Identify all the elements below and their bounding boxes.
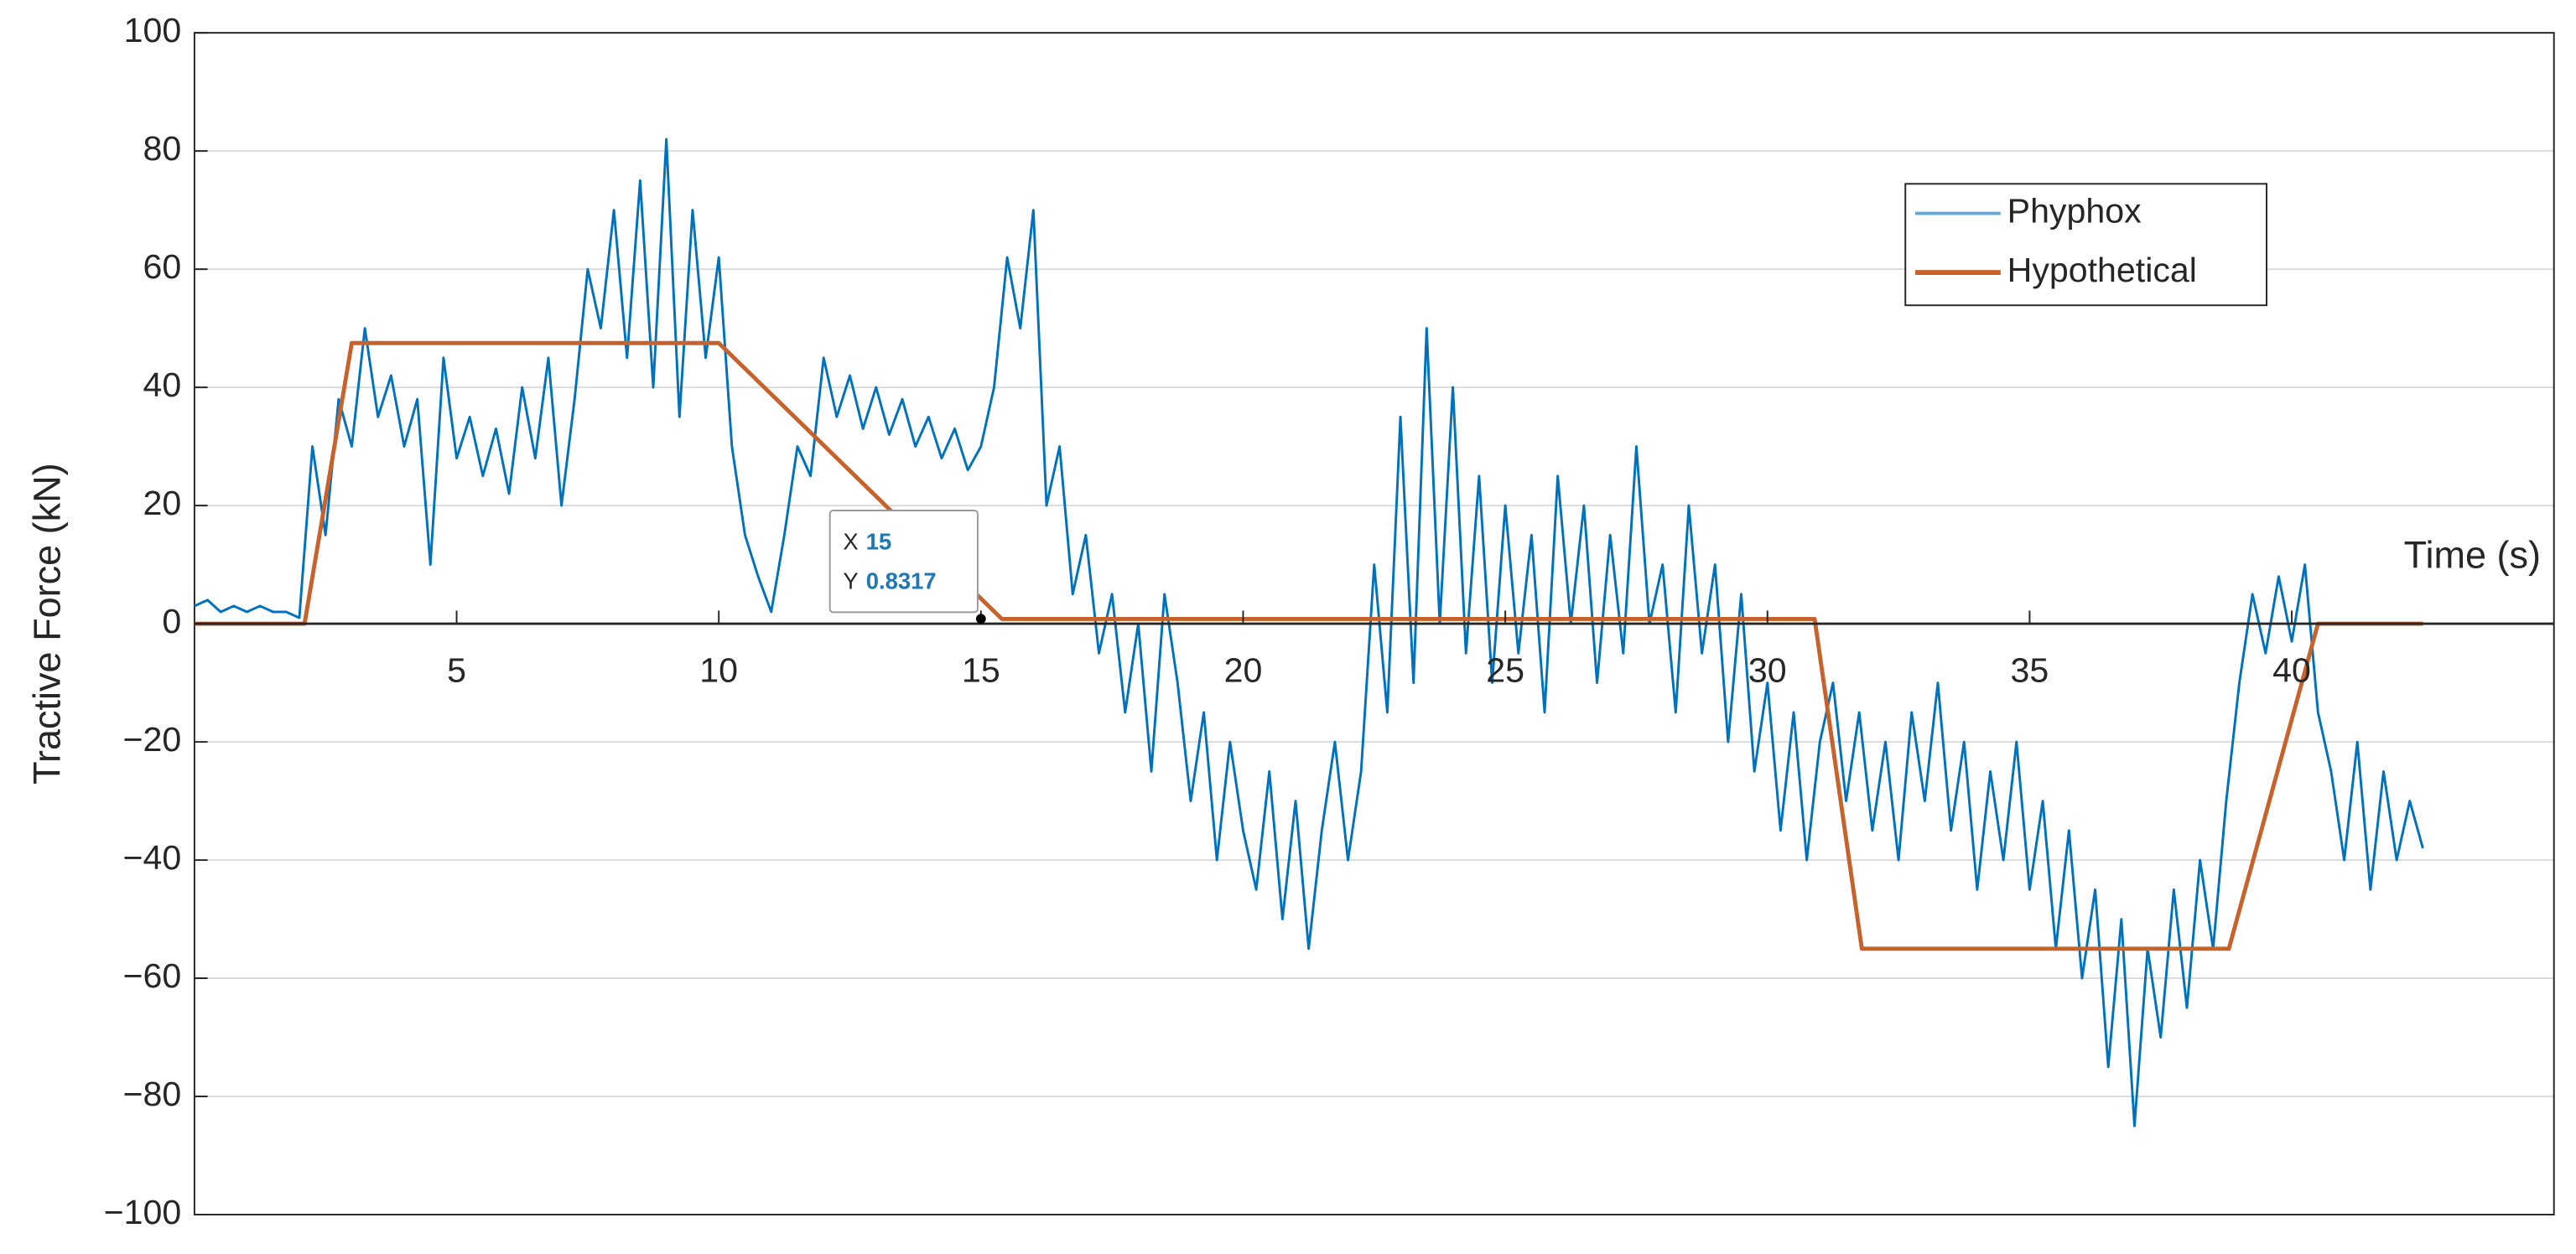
datatip-y-value: 0.8317 <box>866 567 937 593</box>
y-tick-label: −20 <box>122 720 181 759</box>
datatip-marker <box>975 614 986 624</box>
x-tick-label: 40 <box>2272 651 2311 690</box>
y-tick-label: 100 <box>124 11 182 49</box>
y-axis-label: Tractive Force (kN) <box>25 463 68 785</box>
x-tick-label: 15 <box>962 651 1000 690</box>
x-axis-label: Time (s) <box>2404 534 2541 577</box>
y-tick-label: −80 <box>122 1075 181 1113</box>
y-tick-label: −40 <box>122 838 181 877</box>
x-tick-label: 35 <box>2011 651 2049 690</box>
series-line <box>194 137 2424 1127</box>
y-tick-label: 40 <box>143 365 181 404</box>
series-line <box>194 340 2423 951</box>
datatip-y-name: Y <box>843 567 858 593</box>
legend-label: Phyphox <box>2007 191 2142 230</box>
x-tick-label: 30 <box>1748 651 1787 690</box>
x-tick-label: 20 <box>1224 651 1263 690</box>
datatip-x-value: 15 <box>866 528 891 554</box>
y-tick-label: 80 <box>143 129 181 168</box>
datatip-x-name: X <box>843 528 858 554</box>
x-tick-label: 5 <box>447 651 466 690</box>
legend-label: Hypothetical <box>2007 251 2197 289</box>
y-tick-label: −100 <box>104 1193 182 1231</box>
x-tick-label: 10 <box>699 651 738 690</box>
datatip-box <box>828 510 979 614</box>
x-tick-label: 25 <box>1486 651 1524 690</box>
y-tick-label: −60 <box>122 956 181 995</box>
y-tick-label: 0 <box>162 602 181 640</box>
y-tick-label: 60 <box>143 247 181 286</box>
legend-box <box>1904 183 2268 307</box>
y-tick-label: 20 <box>143 484 181 522</box>
